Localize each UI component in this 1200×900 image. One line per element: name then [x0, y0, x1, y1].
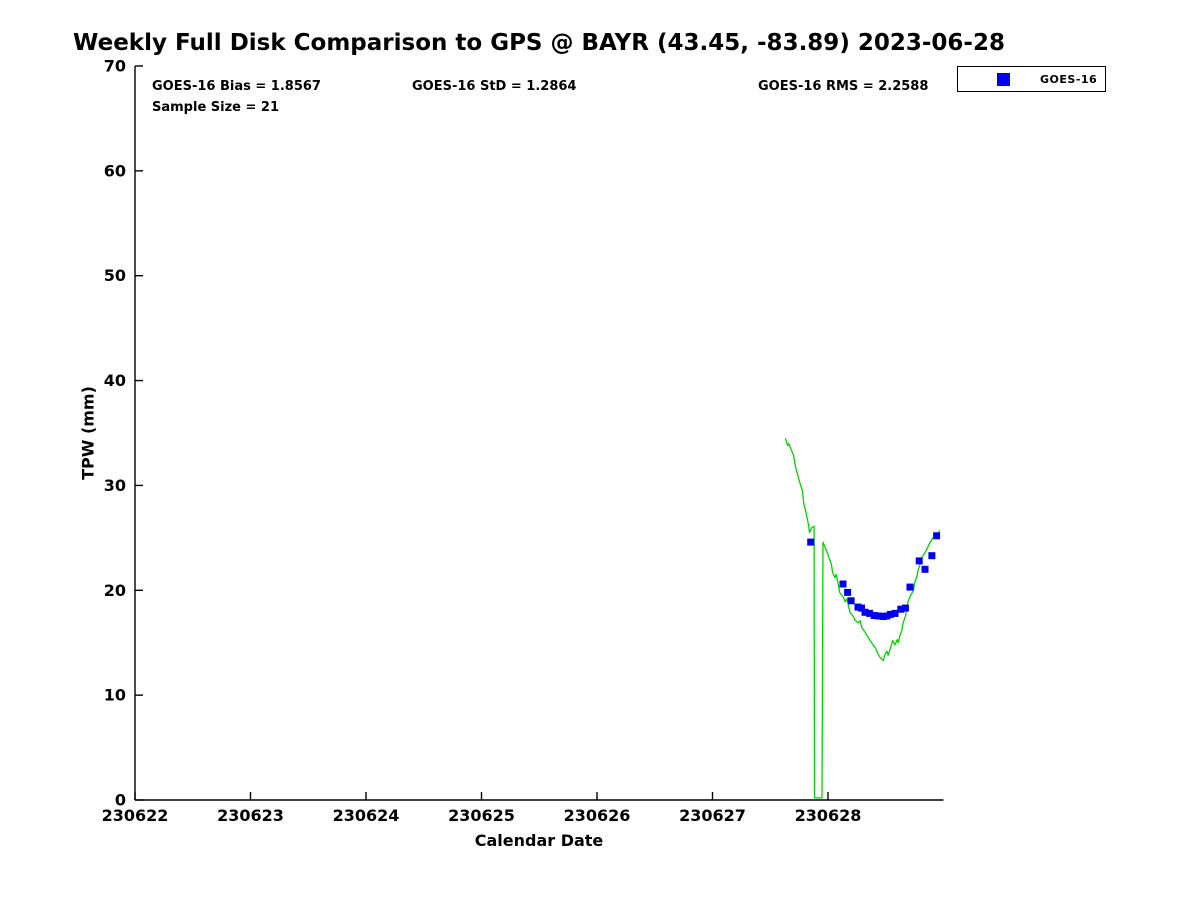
- stat-rms: GOES-16 RMS = 2.2588: [758, 79, 929, 94]
- y-axis-label: TPW (mm): [78, 386, 98, 480]
- x-tick-label: 230627: [679, 806, 746, 825]
- y-tick-label: 10: [104, 686, 126, 705]
- x-tick-label: 230628: [795, 806, 862, 825]
- series-marker-goes16-scatter: [875, 612, 883, 620]
- y-tick-label: 50: [104, 266, 126, 285]
- x-tick-label: 230625: [448, 806, 515, 825]
- legend: GOES-16: [957, 66, 1106, 92]
- y-tick-label: 30: [104, 476, 126, 495]
- series-marker-goes16-scatter: [906, 583, 914, 591]
- series-marker-goes16-scatter: [886, 610, 894, 618]
- series-marker-goes16-scatter: [861, 608, 869, 616]
- stat-bias: GOES-16 Bias = 1.8567: [152, 79, 321, 94]
- series-marker-goes16-scatter: [858, 604, 865, 612]
- y-tick-label: 70: [104, 57, 126, 76]
- series-marker-goes16-scatter: [901, 604, 909, 612]
- legend-label: GOES-16: [1040, 72, 1098, 86]
- series-marker-goes16-scatter: [928, 552, 936, 560]
- x-tick-label: 230623: [217, 806, 284, 825]
- series-marker-goes16-scatter: [891, 609, 899, 617]
- y-tick-label: 40: [104, 371, 126, 390]
- series-marker-goes16-scatter: [847, 597, 855, 605]
- x-axis-label: Calendar Date: [474, 831, 604, 850]
- x-tick-label: 230622: [102, 806, 169, 825]
- series-marker-goes16-scatter: [844, 588, 852, 596]
- series-marker-goes16-scatter: [870, 612, 878, 619]
- y-tick-label: 0: [115, 791, 126, 810]
- series-marker-goes16-scatter: [915, 557, 923, 565]
- stat-sample-size: Sample Size = 21: [152, 100, 280, 115]
- series-marker-goes16-scatter: [897, 605, 905, 613]
- chart-title: Weekly Full Disk Comparison to GPS @ BAY…: [73, 30, 1005, 56]
- y-tick-label: 60: [104, 161, 126, 180]
- series-marker-goes16-scatter: [807, 538, 815, 546]
- series-marker-goes16-scatter: [921, 565, 929, 573]
- series-line-gps-tpw-line: [784, 438, 941, 799]
- series-marker-goes16-scatter: [933, 532, 941, 540]
- legend-marker-square-icon: [997, 72, 1010, 86]
- stat-std: GOES-16 StD = 1.2864: [412, 79, 577, 94]
- x-tick-label: 230626: [564, 806, 631, 825]
- series-marker-goes16-scatter: [839, 580, 847, 588]
- series-marker-goes16-scatter: [866, 609, 874, 617]
- x-tick-label: 230624: [333, 806, 400, 825]
- y-tick-label: 20: [104, 581, 126, 600]
